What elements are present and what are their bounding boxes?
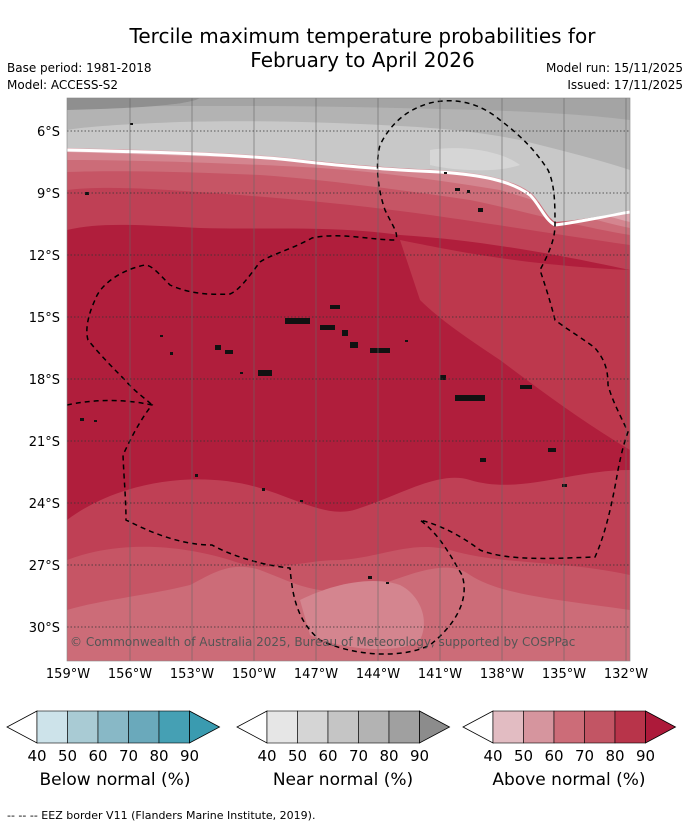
colorbar-segment [128,710,160,744]
title-line-1: Tercile maximum temperature probabilitie… [129,24,596,48]
model-run: Model run: 15/11/2025 [545,61,683,75]
colorbar-over-arrow [189,710,221,744]
colorbar-under-arrow [6,710,38,744]
colorbar-segment [614,710,646,744]
below-normal-label: Below normal (%) [39,770,191,790]
lat-label: 21°S [29,435,60,450]
title-line-2: February to April 2026 [250,48,475,72]
gridlines [129,98,627,661]
plot-frame [66,97,631,662]
colorbar-tick-label: 90 [410,747,429,765]
colorbar-under-arrow [462,710,494,744]
colorbar-segment [358,710,390,744]
latitude-labels: 6°S 9°S 12°S 15°S 18°S 21°S 24°S 27°S 30… [29,125,60,636]
lat-label: 18°S [29,373,60,388]
lon-label: 135°W [542,667,586,682]
colorbar-tick-label: 50 [288,747,307,765]
colorbar-tick-label: 80 [605,747,624,765]
base-period: Base period: 1981-2018 [7,61,152,75]
colorbar-segment [388,710,420,744]
colorbar-under-arrow [236,710,268,744]
lat-label: 9°S [37,187,60,202]
meta-left: Base period: 1981-2018 Model: ACCESS-S2 [7,60,152,94]
colorbar-segment [327,710,359,744]
colorbar-tick-label: 50 [58,747,77,765]
lat-label: 27°S [29,559,60,574]
lon-label: 141°W [418,667,462,682]
colorbar-over-arrow [419,710,451,744]
latitude-gridlines [67,130,630,628]
lat-label: 15°S [29,311,60,326]
colorbar-segment [67,710,99,744]
colorbar-tick-label: 60 [88,747,107,765]
colorbar-segment [492,710,524,744]
colorbar-segment [297,710,329,744]
colorbar-tick-label: 40 [27,747,46,765]
lon-label: 153°W [170,667,214,682]
lat-label: 30°S [29,621,60,636]
lat-label: 12°S [29,249,60,264]
copyright-credit: © Commonwealth of Australia 2025, Bureau… [70,635,575,649]
lat-label: 6°S [37,125,60,140]
colorbar-tick-label: 70 [575,747,594,765]
colorbar-segment [553,710,585,744]
colorbar-tick-label: 40 [483,747,502,765]
lon-label: 138°W [480,667,524,682]
colorbar-tick-label: 60 [544,747,563,765]
colorbar-tick-label: 70 [349,747,368,765]
lon-label: 147°W [294,667,338,682]
colorbar-tick-label: 60 [318,747,337,765]
colorbar-tick-label: 90 [180,747,199,765]
colorbar-segment [97,710,129,744]
islands [80,123,567,584]
colorbar-over-arrow [645,710,677,744]
lon-label: 144°W [356,667,400,682]
lon-label: 150°W [232,667,276,682]
longitude-labels: 159°W 156°W 153°W 150°W 147°W 144°W 141°… [46,667,648,682]
colorbar-tick-label: 80 [149,747,168,765]
eez-border [67,100,629,655]
colorbar-segment [158,710,190,744]
colorbar-tick-label: 90 [636,747,655,765]
lat-label: 24°S [29,497,60,512]
colorbar-tick-label: 70 [119,747,138,765]
colorbar-segment [36,710,68,744]
probability-field [67,98,630,661]
colorbars: 40 50 60 70 80 90 40 50 60 70 80 90 40 50 60 70 80 90 [6,710,677,765]
eez-footnote: -- -- -- EEZ border V11 (Flanders Marine… [7,809,316,822]
colorbar-segment [584,710,616,744]
lon-label: 159°W [46,667,90,682]
meta-right: Model run: 15/11/2025 Issued: 17/11/2025 [546,60,683,94]
colorbar-tick-label: 40 [257,747,276,765]
map-title: Tercile maximum temperature probabilitie… [0,24,690,72]
issued-date: Issued: 17/11/2025 [567,78,683,92]
lon-label: 156°W [108,667,152,682]
lon-label: 132°W [604,667,648,682]
above-normal-label: Above normal (%) [492,770,646,790]
colorbar-segment [523,710,555,744]
near-normal-label: Near normal (%) [272,770,414,790]
model-name: Model: ACCESS-S2 [7,78,119,92]
colorbar-tick-label: 80 [379,747,398,765]
colorbar-tick-label: 50 [514,747,533,765]
colorbar-segment [266,710,298,744]
